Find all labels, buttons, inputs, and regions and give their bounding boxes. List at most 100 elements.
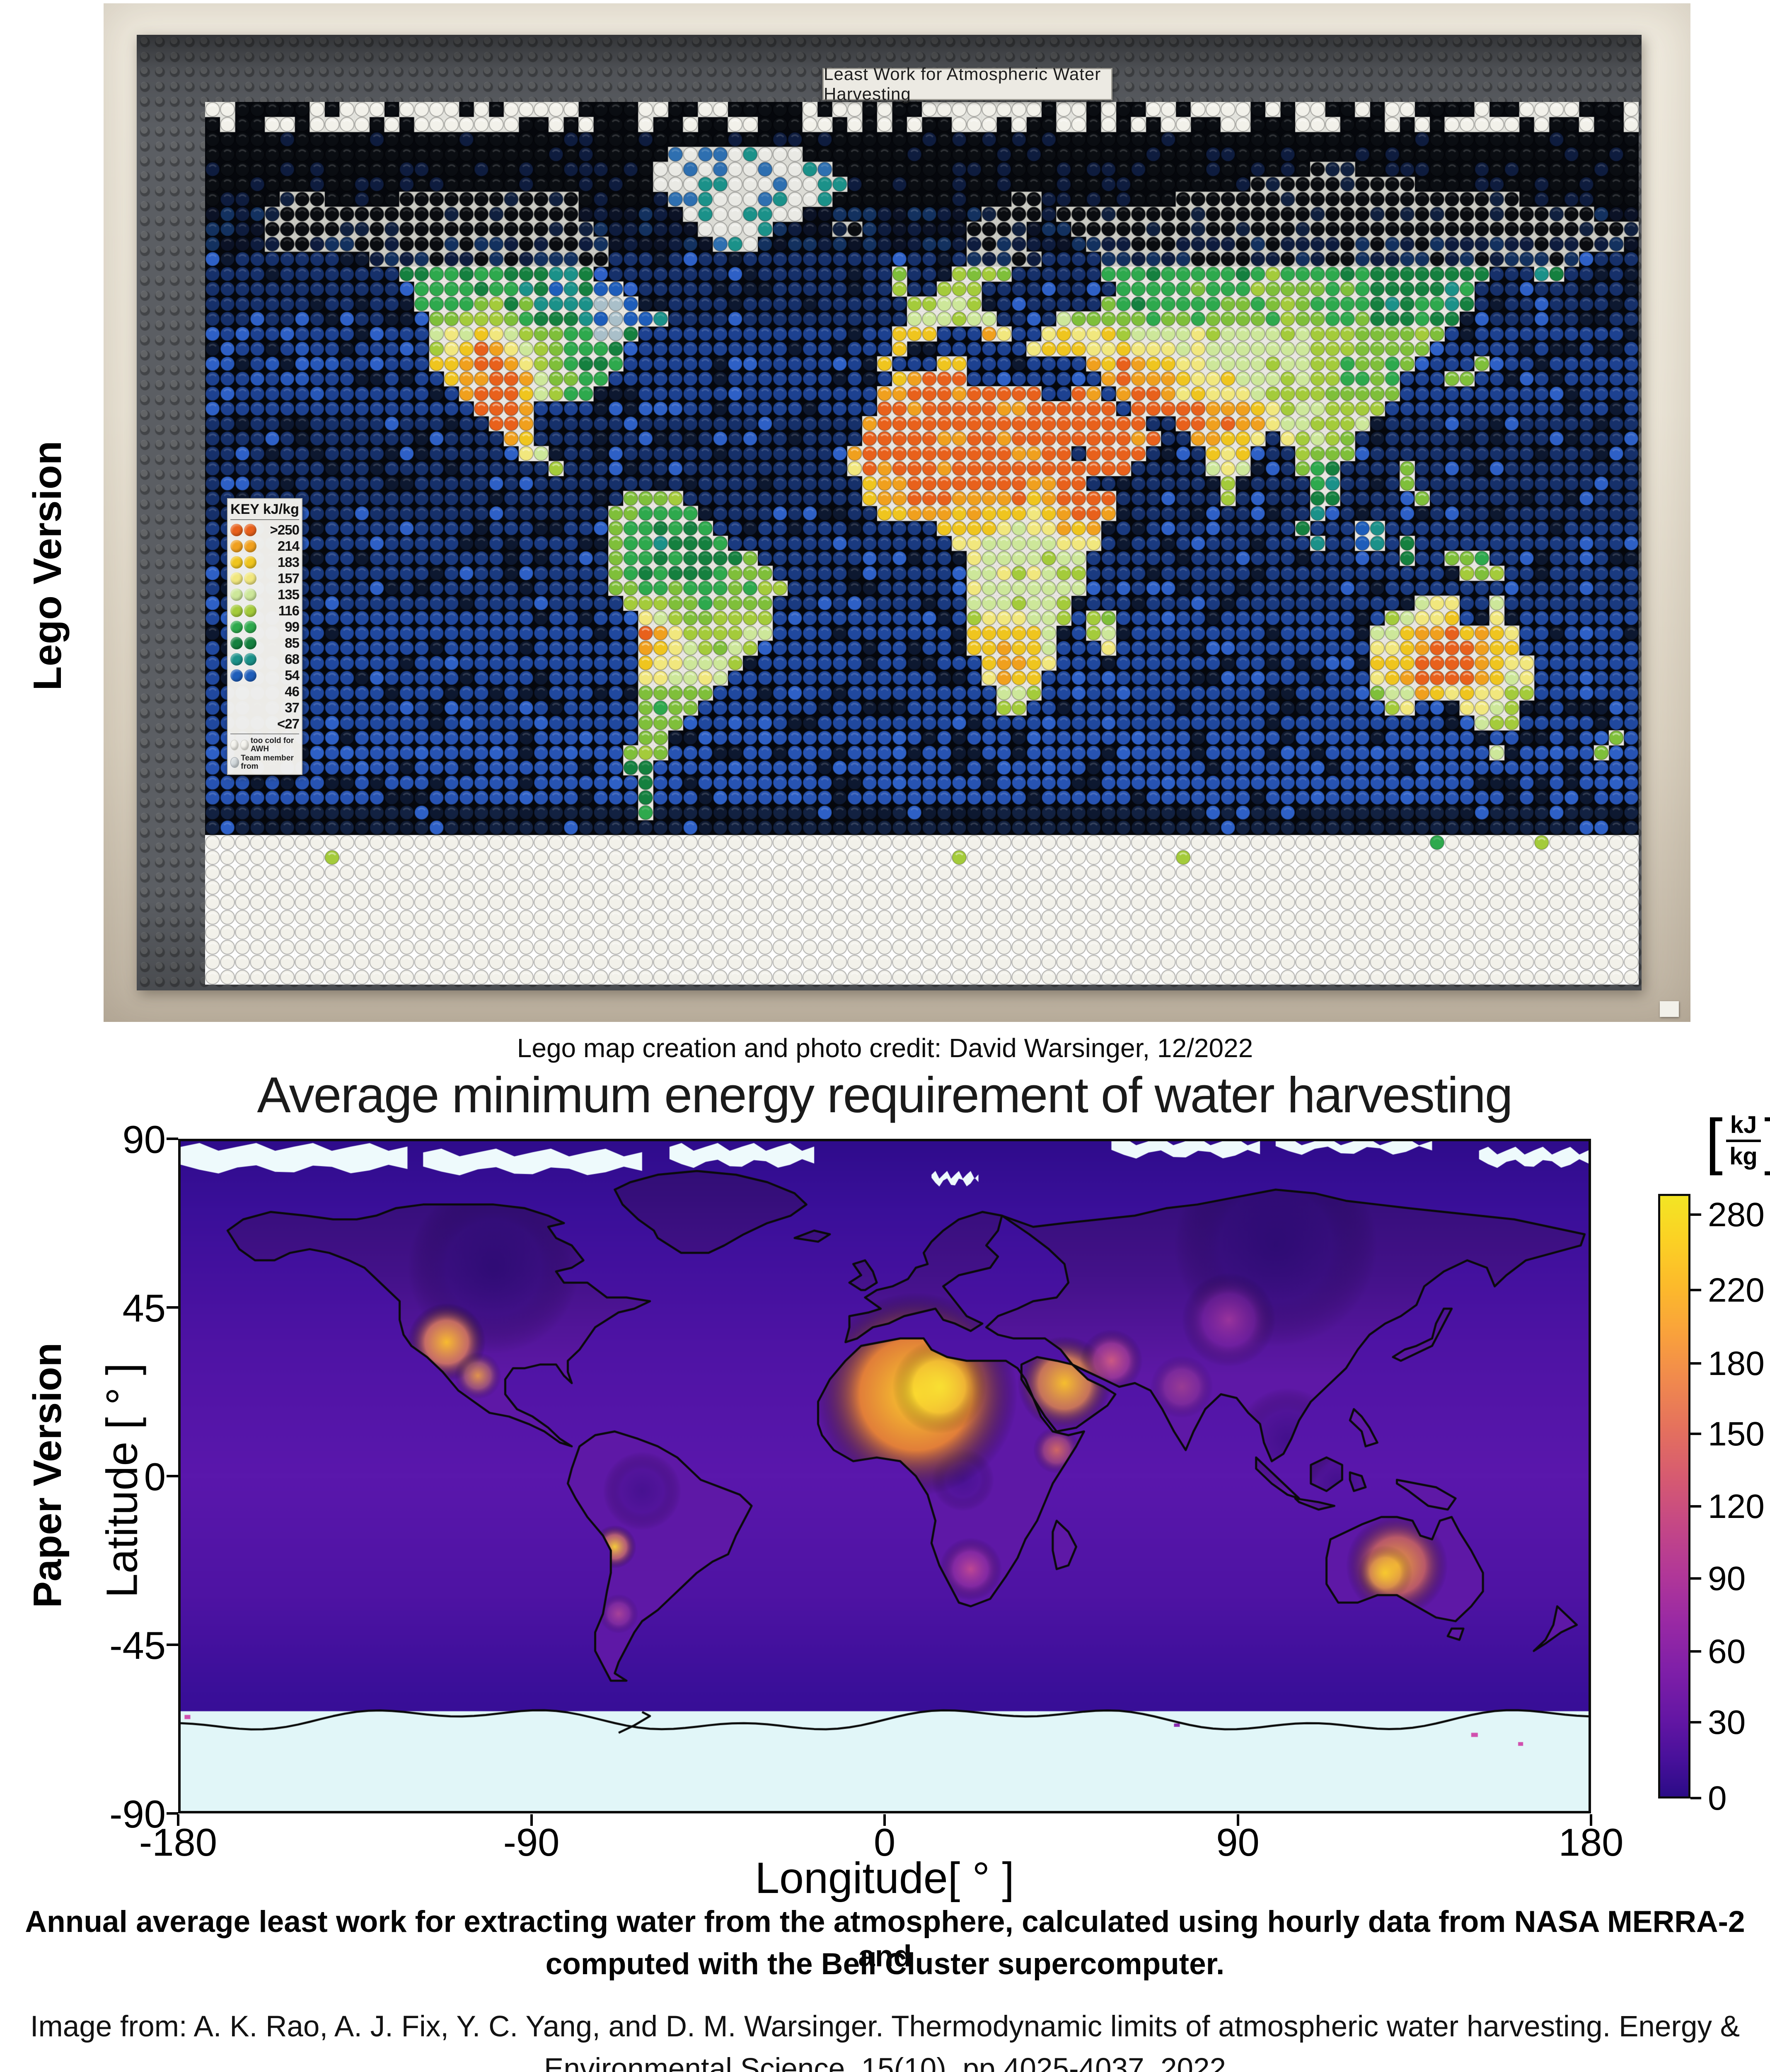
fraction-bar [1726, 1140, 1761, 1142]
colorbar-tick-mark [1690, 1362, 1701, 1365]
colorbar-tick-label: 150 [1708, 1415, 1765, 1453]
lego-stud-icon [244, 637, 256, 649]
lego-stud-icon [230, 653, 243, 666]
unit-numerator: kJ [1730, 1111, 1757, 1138]
tick-mark [167, 1138, 178, 1140]
lego-sign-label: Least Work for Atmospheric Water Harvest… [822, 64, 1112, 104]
key-value: 68 [285, 651, 300, 667]
key-member-row: Team member from [230, 754, 299, 771]
tick-mark [530, 1814, 533, 1826]
citation-line1: Image from: A. K. Rao, A. J. Fix, Y. C. … [30, 2010, 1740, 2043]
key-rows: >250 214 183 157 135 116 99 85 68 54 46 37 <27 [230, 522, 300, 732]
colorbar-tick-mark [1690, 1577, 1701, 1580]
tick-label: -45 [109, 1624, 166, 1667]
lego-stud-icon [230, 588, 243, 601]
colorbar-unit-label: [ kJ kg ] [1690, 1110, 1770, 1172]
key-row: 157 [230, 570, 300, 586]
photo-caption: Lego map creation and photo credit: Davi… [517, 1033, 1253, 1063]
white-stud-icon [240, 740, 249, 750]
citation-line2: Environmental Science, 15(10), pp.4025-4… [544, 2053, 1226, 2072]
tick-mark [1236, 1814, 1239, 1826]
tick-mark [167, 1644, 178, 1646]
key-row: 99 [230, 619, 300, 635]
world-heatmap-canvas [181, 1141, 1589, 1811]
key-value: >250 [270, 522, 300, 537]
lego-stud-icon [230, 620, 243, 633]
key-value: 183 [277, 554, 300, 570]
lego-stud-icon [244, 620, 256, 633]
key-value: 214 [277, 538, 300, 554]
lego-stud-icon [230, 637, 243, 649]
colorbar-gradient [1660, 1196, 1688, 1796]
colorbar-tick-mark [1690, 1288, 1701, 1291]
tick-label: -90 [503, 1820, 560, 1864]
plot-area [178, 1139, 1591, 1813]
colorbar-tick-mark [1690, 1721, 1701, 1724]
too-cold-label: too cold for AWH [250, 736, 294, 753]
lego-stud-icon [230, 523, 243, 536]
lego-stud-icon [244, 572, 256, 585]
tick-label: -180 [139, 1820, 218, 1864]
key-value: 46 [285, 683, 300, 699]
colorbar-tick-label: 220 [1708, 1271, 1765, 1309]
lego-version-label: Lego Version [25, 441, 70, 691]
tick-label: 180 [1558, 1820, 1624, 1864]
lego-stud-icon [230, 556, 243, 569]
chart-title: Average minimum energy requirement of wa… [257, 1067, 1513, 1123]
colorbar-tick-label: 90 [1708, 1559, 1746, 1598]
caption-bold-line2: computed with the Bell Cluster supercomp… [545, 1947, 1225, 1981]
key-row: 135 [230, 586, 300, 603]
lego-stud-icon [244, 523, 256, 536]
colorbar-tick-mark [1690, 1650, 1701, 1653]
tick-mark [1590, 1814, 1592, 1826]
key-row: 116 [230, 603, 300, 619]
tick-label: 90 [1216, 1820, 1260, 1864]
lego-map-canvas [205, 102, 1639, 985]
key-value: 85 [285, 635, 300, 651]
key-value: 54 [285, 667, 300, 683]
colorbar-tick-label: 280 [1708, 1196, 1765, 1234]
tick-label: 0 [144, 1455, 166, 1498]
caption-bold-line1: Annual average least work for extracting… [25, 1905, 1745, 1973]
member-label: Team member from [241, 754, 294, 771]
colorbar-tick-label: 180 [1708, 1344, 1765, 1382]
lego-stud-icon [244, 653, 256, 666]
white-stud-icon [230, 740, 239, 750]
tick-label: 0 [873, 1820, 896, 1864]
tick-label: 90 [122, 1118, 166, 1161]
tick-mark [167, 1475, 178, 1477]
unit-denominator: kg [1729, 1143, 1758, 1170]
right-bracket: ] [1764, 1110, 1770, 1172]
tick-mark [167, 1812, 178, 1815]
lego-stud-icon [244, 540, 256, 552]
key-row: 85 [230, 635, 300, 651]
key-footnotes: too cold for AWH Team member from [230, 733, 299, 771]
key-value: 99 [285, 619, 300, 634]
key-value: 37 [285, 700, 300, 715]
colorbar-tick-mark [1690, 1505, 1701, 1508]
key-too-cold-row: too cold for AWH [230, 737, 299, 753]
lego-stud-icon [230, 669, 243, 682]
key-row: 214 [230, 538, 300, 554]
colorbar-tick-label: 0 [1708, 1779, 1727, 1817]
lego-stud-icon [230, 540, 243, 552]
key-row: 68 [230, 651, 300, 667]
lego-stud-icon [244, 556, 256, 569]
colorbar-tick-label: 30 [1708, 1704, 1746, 1742]
colorbar-tick-mark [1690, 1433, 1701, 1435]
lego-stud-icon [230, 604, 243, 617]
lego-stud-icon [230, 572, 243, 585]
lego-stud-icon [244, 604, 256, 617]
key-row: 183 [230, 554, 300, 570]
tick-label: -90 [109, 1792, 166, 1836]
colorbar-tick-mark [1690, 1796, 1701, 1799]
lego-color-key: KEY kJ/kg >250 214 183 157 135 116 99 85 68 54 46 3… [227, 498, 302, 775]
lego-stud-icon [244, 588, 256, 601]
key-row: >250 [230, 522, 300, 538]
key-row: <27 [230, 716, 300, 732]
key-value: 157 [277, 570, 300, 586]
lego-stud-icon [244, 669, 256, 682]
key-row: 37 [230, 700, 300, 716]
tick-mark [167, 1306, 178, 1309]
colorbar [1658, 1194, 1690, 1798]
